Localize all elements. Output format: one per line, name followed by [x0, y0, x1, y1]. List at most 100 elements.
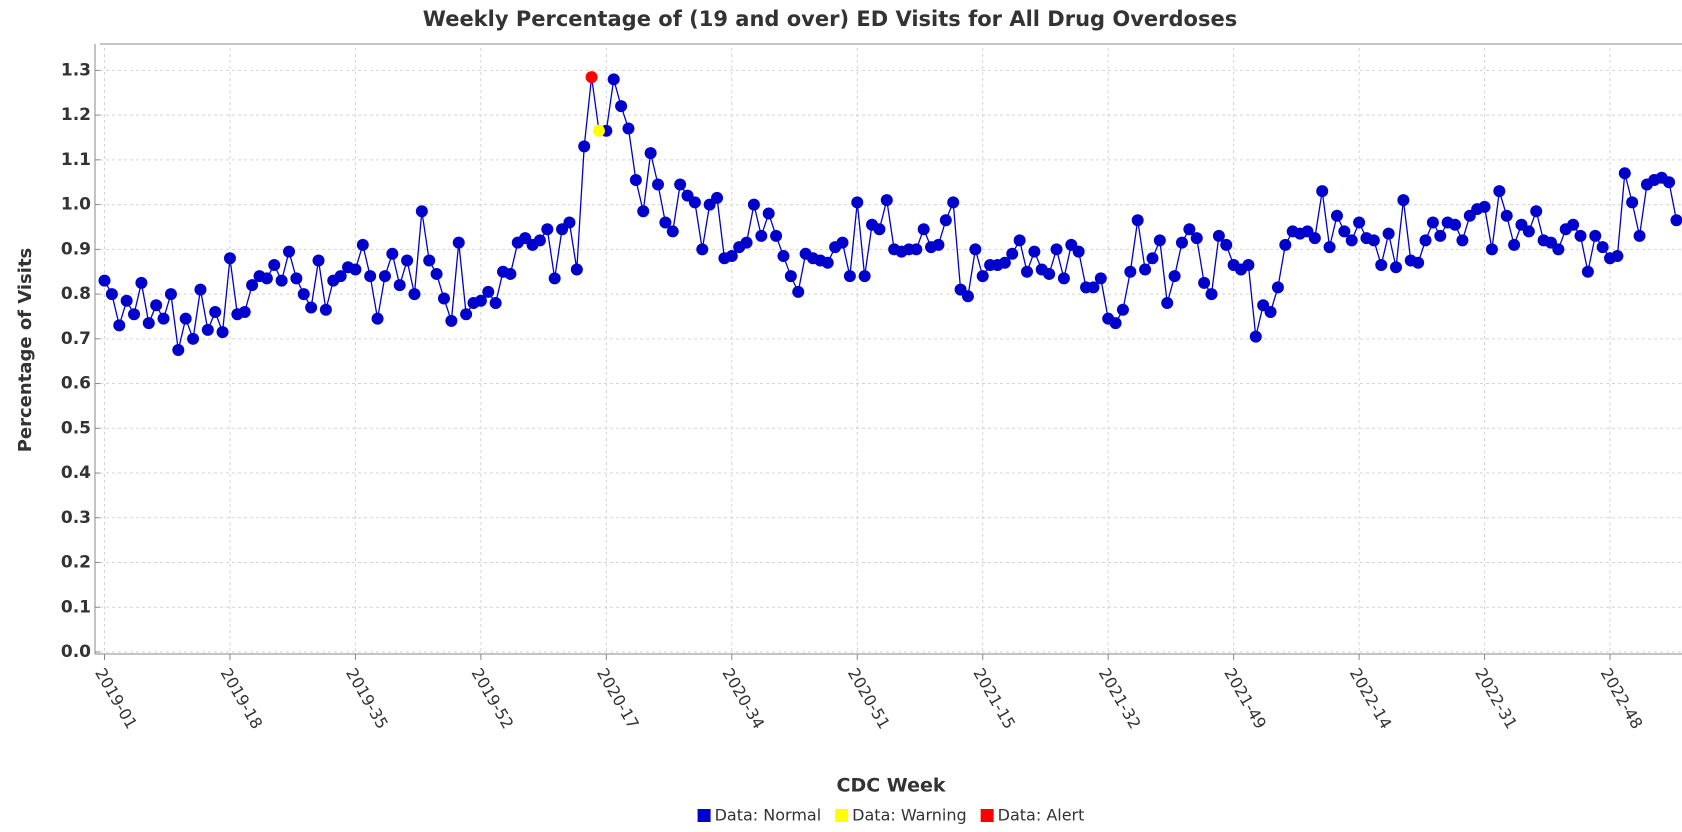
data-point	[1353, 216, 1366, 229]
data-point	[1330, 209, 1343, 222]
data-point	[1264, 305, 1277, 318]
data-point	[1493, 185, 1506, 198]
data-point	[1663, 176, 1676, 189]
data-point	[910, 243, 923, 256]
data-point	[585, 71, 598, 84]
data-point	[725, 250, 738, 263]
data-point	[1522, 225, 1535, 238]
data-point	[1530, 205, 1543, 218]
data-point	[1087, 281, 1100, 294]
data-point	[1161, 297, 1174, 310]
data-point	[637, 205, 650, 218]
data-point	[1057, 272, 1070, 285]
y-tick-label: 0.3	[61, 508, 91, 528]
data-point	[1131, 214, 1144, 227]
data-point	[1670, 214, 1682, 227]
data-point	[570, 263, 583, 276]
data-point	[1050, 243, 1063, 256]
data-point	[548, 272, 561, 285]
data-point	[1153, 234, 1166, 247]
data-point	[1552, 243, 1565, 256]
data-point	[1345, 234, 1358, 247]
data-point	[629, 173, 642, 186]
data-point	[1043, 267, 1056, 280]
data-point	[504, 267, 517, 280]
data-point	[378, 270, 391, 283]
data-point	[1633, 229, 1646, 242]
data-point	[164, 288, 177, 301]
data-point	[969, 243, 982, 256]
y-tick-label: 1.0	[61, 195, 91, 215]
data-point	[740, 236, 753, 249]
y-tick-label: 0.2	[61, 553, 91, 573]
data-point	[851, 196, 864, 209]
data-point	[223, 252, 236, 265]
data-point	[755, 229, 768, 242]
data-point	[460, 308, 473, 321]
data-point	[334, 270, 347, 283]
data-point	[157, 312, 170, 325]
data-point	[615, 100, 628, 113]
data-point	[998, 256, 1011, 269]
data-point	[1249, 330, 1262, 343]
y-tick-label: 0.8	[61, 284, 91, 304]
data-point	[873, 223, 886, 236]
data-point	[1456, 234, 1469, 247]
data-point	[319, 303, 332, 316]
data-point	[1072, 245, 1085, 258]
data-point	[1242, 258, 1255, 271]
y-tick-label: 0.1	[61, 597, 91, 617]
data-point	[792, 285, 805, 298]
data-point	[644, 147, 657, 160]
data-point	[1375, 258, 1388, 271]
data-point	[1175, 236, 1188, 249]
data-point	[1094, 272, 1107, 285]
data-point	[688, 196, 701, 209]
data-point	[821, 256, 834, 269]
data-point	[408, 288, 421, 301]
data-point	[1146, 252, 1159, 265]
data-point	[784, 270, 797, 283]
data-point	[437, 292, 450, 305]
data-point	[386, 247, 399, 260]
legend-swatch	[697, 809, 711, 822]
data-point	[423, 254, 436, 267]
legend-swatch	[980, 809, 994, 822]
data-point	[356, 238, 369, 251]
data-point	[371, 312, 384, 325]
data-point	[1205, 288, 1218, 301]
data-point	[1271, 281, 1284, 294]
data-point	[1611, 250, 1624, 263]
data-point	[1212, 229, 1225, 242]
data-point	[1618, 167, 1631, 180]
data-point	[349, 263, 362, 276]
y-tick-label: 1.3	[61, 60, 91, 80]
data-point	[880, 194, 893, 207]
data-point	[1316, 185, 1329, 198]
data-point	[533, 234, 546, 247]
legend-label: Data: Normal	[715, 806, 822, 825]
data-point	[260, 272, 273, 285]
data-point	[1500, 209, 1513, 222]
data-point	[858, 270, 871, 283]
data-point	[961, 290, 974, 303]
data-point	[1626, 196, 1639, 209]
data-point	[1367, 234, 1380, 247]
data-point	[1028, 245, 1041, 258]
data-point	[474, 294, 487, 307]
data-point	[976, 270, 989, 283]
y-tick-label: 1.2	[61, 105, 91, 125]
y-tick-label: 0.6	[61, 374, 91, 394]
y-tick-label: 0.0	[61, 642, 91, 662]
y-tick-label: 1.1	[61, 150, 91, 170]
data-point	[393, 279, 406, 292]
data-point	[674, 178, 687, 191]
data-point	[445, 314, 458, 327]
data-point	[777, 250, 790, 263]
data-point	[172, 344, 185, 356]
data-point	[1198, 276, 1211, 289]
data-point	[290, 272, 303, 285]
data-point	[1434, 229, 1447, 242]
